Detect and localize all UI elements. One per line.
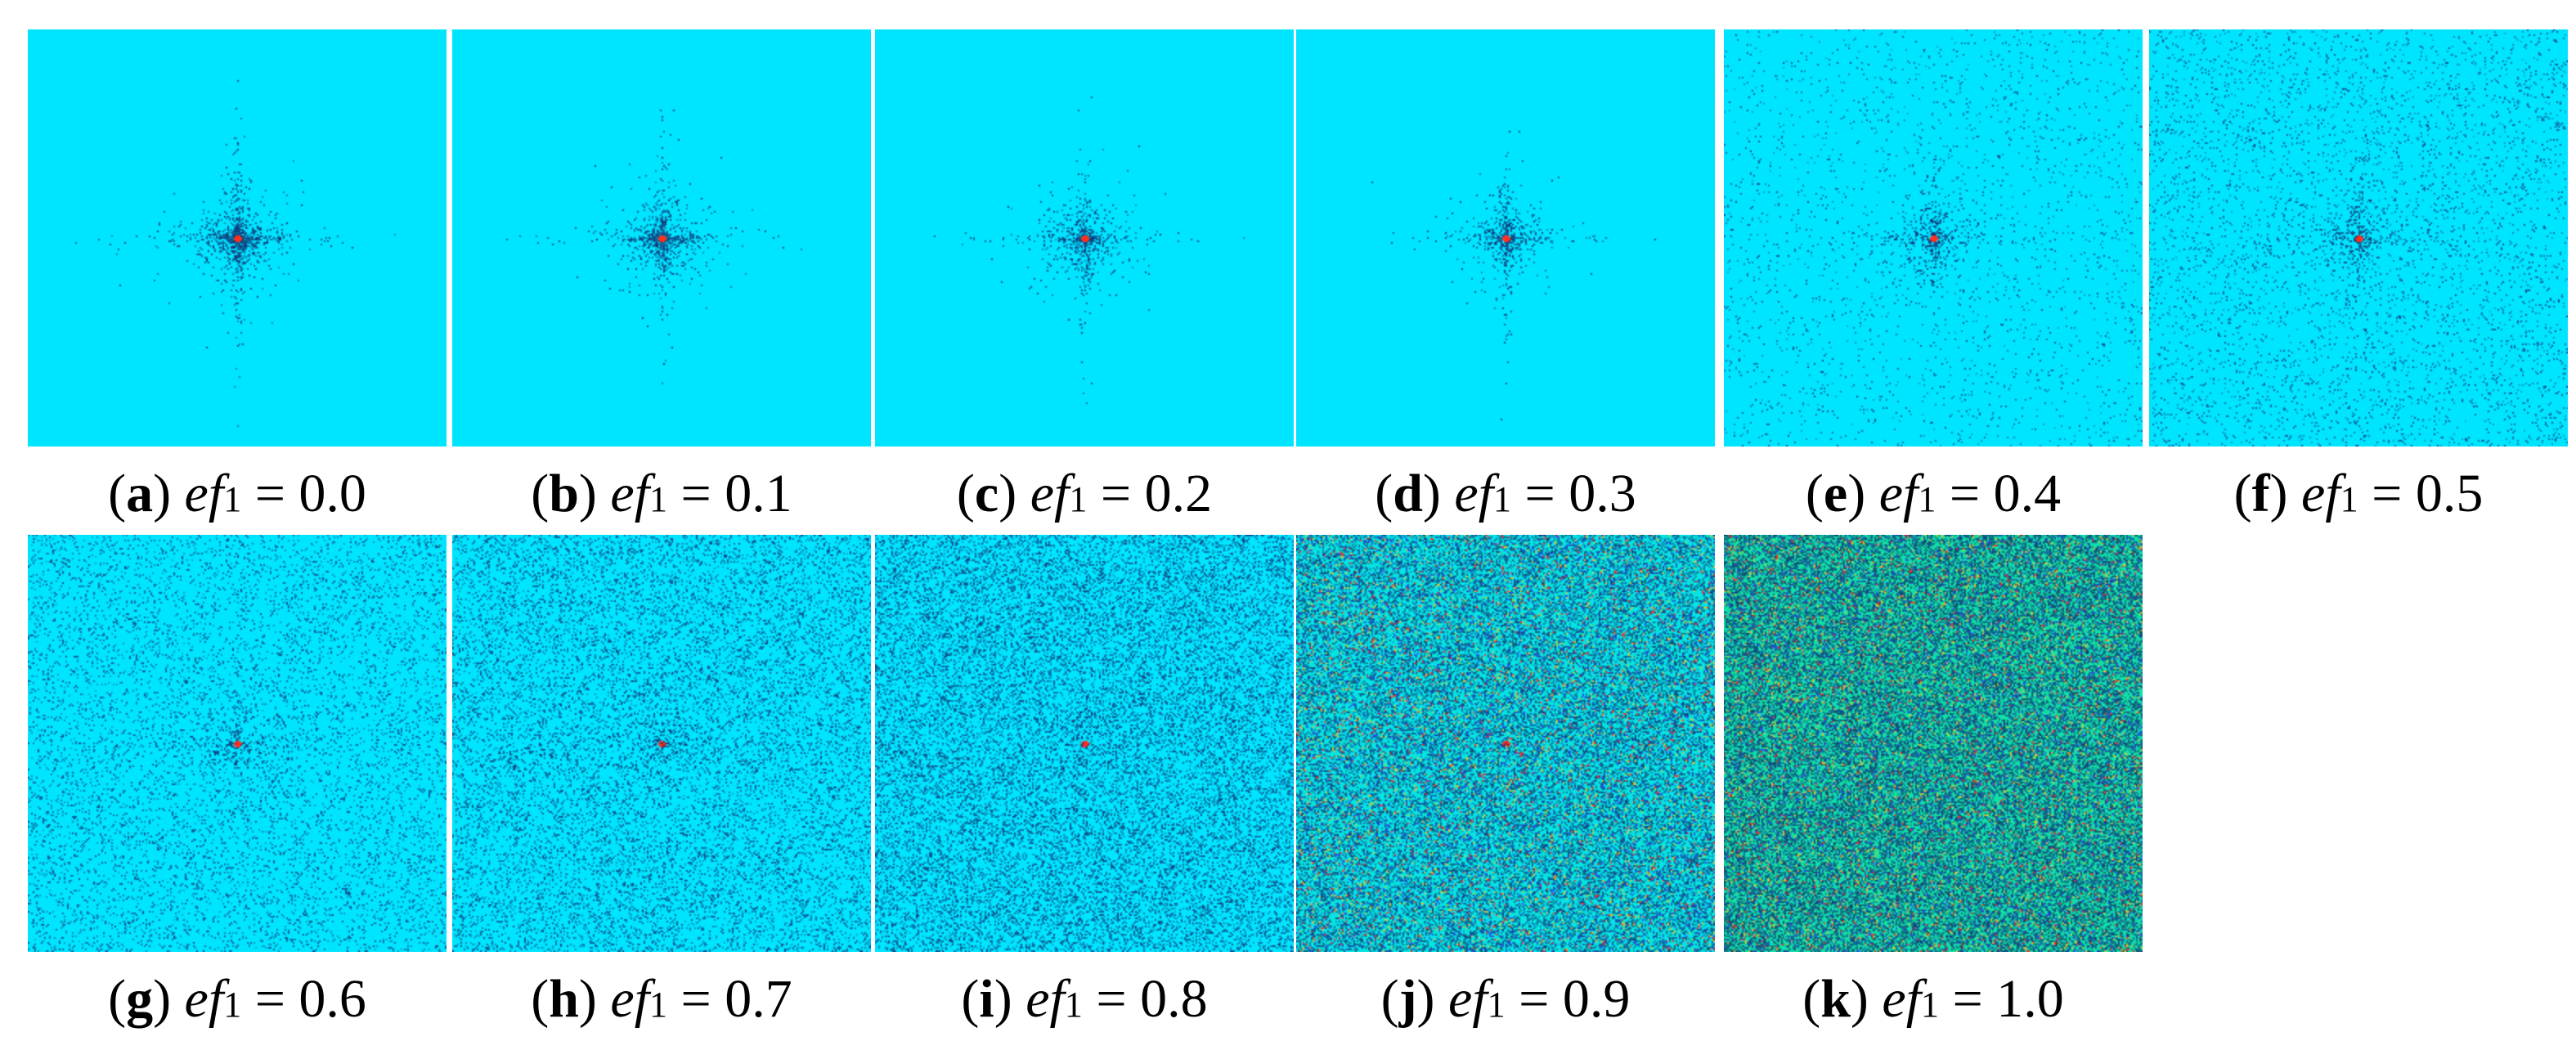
caption-e: (e) ef1 = 0.4 bbox=[1805, 464, 2062, 523]
spectrum-image-k bbox=[1724, 535, 2143, 952]
panel-a: (a) ef1 = 0.0 bbox=[28, 29, 447, 532]
spectrum-image-g bbox=[28, 535, 447, 952]
spectrum-image-h bbox=[452, 535, 871, 952]
caption-i: (i) ef1 = 0.8 bbox=[961, 969, 1208, 1029]
spectrum-image-e bbox=[1724, 29, 2143, 446]
spectrum-image-b bbox=[452, 29, 871, 446]
spectrum-image-c bbox=[875, 29, 1294, 446]
spectrum-image-f bbox=[2149, 29, 2568, 446]
caption-g: (g) ef1 = 0.6 bbox=[108, 969, 366, 1029]
panel-c: (c) ef1 = 0.2 bbox=[875, 29, 1294, 532]
spectrum-image-j bbox=[1296, 535, 1715, 952]
spectrum-image-i bbox=[875, 535, 1294, 952]
spectrum-image-a bbox=[28, 29, 447, 446]
panel-f: (f) ef1 = 0.5 bbox=[2149, 29, 2568, 532]
panel-k: (k) ef1 = 1.0 bbox=[1724, 535, 2143, 1038]
panel-g: (g) ef1 = 0.6 bbox=[28, 535, 447, 1038]
caption-f: (f) ef1 = 0.5 bbox=[2233, 464, 2484, 523]
spectrum-image-d bbox=[1296, 29, 1715, 446]
panel-i: (i) ef1 = 0.8 bbox=[875, 535, 1294, 1038]
caption-c: (c) ef1 = 0.2 bbox=[956, 464, 1213, 523]
caption-a: (a) ef1 = 0.0 bbox=[108, 464, 366, 523]
caption-b: (b) ef1 = 0.1 bbox=[531, 464, 792, 523]
panel-d: (d) ef1 = 0.3 bbox=[1296, 29, 1715, 532]
panel-j: (j) ef1 = 0.9 bbox=[1296, 535, 1715, 1038]
caption-k: (k) ef1 = 1.0 bbox=[1802, 969, 2064, 1029]
caption-h: (h) ef1 = 0.7 bbox=[531, 969, 792, 1029]
panel-h: (h) ef1 = 0.7 bbox=[452, 535, 871, 1038]
caption-j: (j) ef1 = 0.9 bbox=[1380, 969, 1631, 1029]
panel-e: (e) ef1 = 0.4 bbox=[1724, 29, 2143, 532]
caption-d: (d) ef1 = 0.3 bbox=[1375, 464, 1636, 523]
panel-b: (b) ef1 = 0.1 bbox=[452, 29, 871, 532]
